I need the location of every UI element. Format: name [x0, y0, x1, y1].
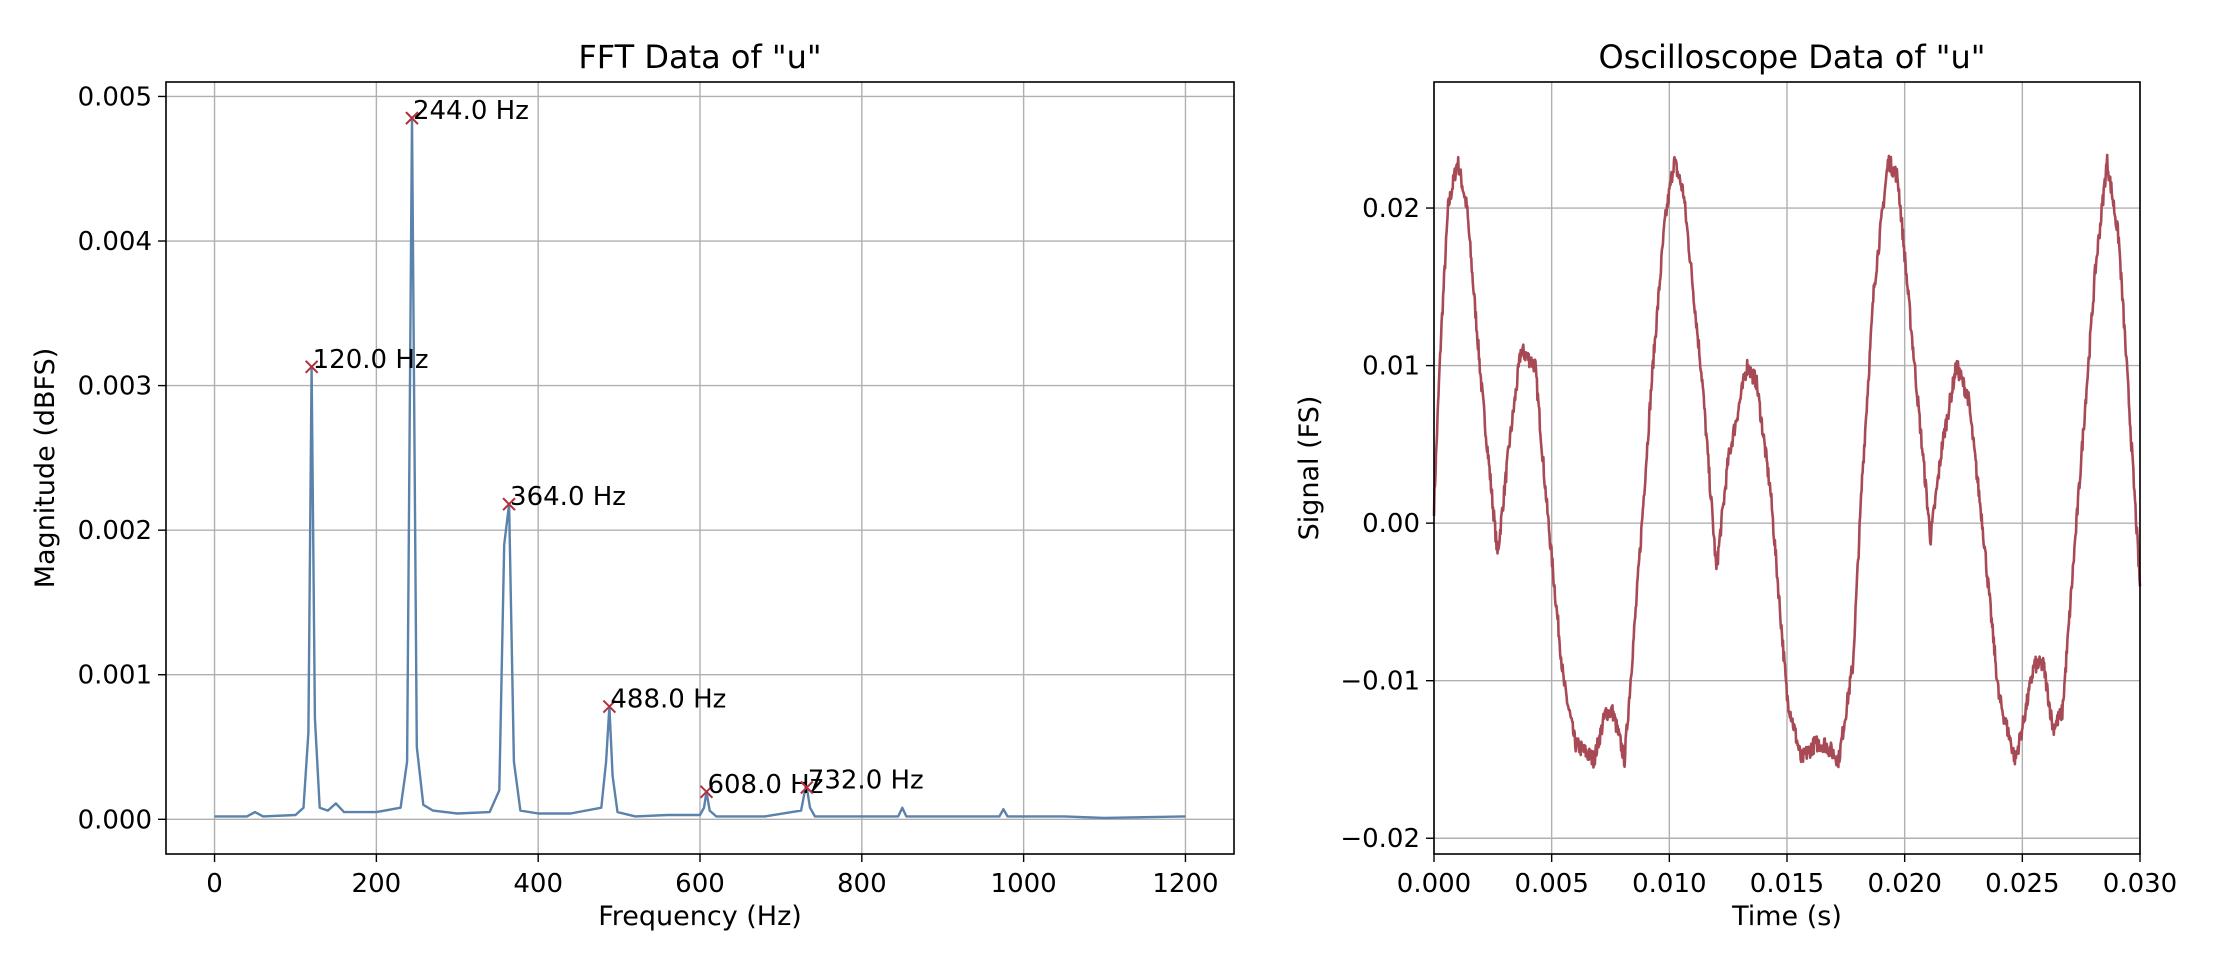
fft-x-tick-label: 0	[206, 869, 223, 899]
peak-marker	[405, 111, 419, 125]
fft-x-tick-label: 200	[352, 869, 402, 899]
fft-x-tick-label: 1200	[1152, 869, 1218, 899]
fft-x-axis-label: Frequency (Hz)	[598, 901, 802, 932]
fft-panel: FFT Data of "u" 120.0 Hz 244.0 Hz 364.0 Hz…	[30, 38, 1235, 932]
oscilloscope-y-tick-label: 0.01	[1362, 352, 1420, 382]
fft-y-axis-label: Magnitude (dBFS)	[30, 348, 61, 589]
fft-y-tick-label: 0.001	[78, 661, 152, 691]
oscilloscope-y-tick-label: −0.01	[1340, 667, 1420, 697]
oscilloscope-y-tick-label: −0.02	[1340, 824, 1420, 854]
fft-y-tick-label: 0.000	[78, 805, 152, 835]
oscilloscope-ticks: 0.000 0.005 0.010 0.015 0.020 0.025 0.030 −0.02…	[1340, 194, 2177, 899]
oscilloscope-chart-title: Oscilloscope Data of "u"	[1598, 38, 1985, 76]
fft-x-tick-label: 800	[837, 869, 887, 899]
fft-magnitude-line	[214, 116, 1186, 820]
oscilloscope-x-tick-label: 0.020	[1867, 869, 1941, 899]
peak-marker	[699, 785, 714, 799]
peak-marker	[502, 497, 516, 511]
peak-label: 608.0 Hz	[707, 770, 823, 800]
fft-ticks: 0 200 400 600 800 1000 1200 0.000 0.001 0.002 0.00…	[78, 82, 1219, 899]
fft-x-tick-label: 400	[513, 869, 563, 899]
fft-y-tick-label: 0.003	[78, 372, 152, 402]
oscilloscope-x-tick-label: 0.000	[1397, 869, 1471, 899]
oscilloscope-x-tick-label: 0.030	[2103, 869, 2177, 899]
oscilloscope-x-tick-label: 0.025	[1985, 869, 2059, 899]
fft-y-tick-label: 0.002	[78, 516, 152, 546]
oscilloscope-y-tick-label: 0.00	[1362, 509, 1420, 539]
fft-y-tick-label: 0.004	[78, 227, 152, 257]
peak-label: 120.0 Hz	[313, 345, 429, 375]
oscilloscope-x-axis-label: Time (s)	[1731, 901, 1842, 932]
peak-label: 364.0 Hz	[510, 482, 626, 512]
fft-y-tick-label: 0.005	[78, 82, 152, 112]
fft-grid	[166, 82, 1234, 854]
peak-marker	[304, 360, 319, 374]
fft-peak-markers: 120.0 Hz 244.0 Hz 364.0 Hz 488.0 Hz 608.0 Hz…	[304, 96, 924, 800]
oscilloscope-signal-line	[1432, 153, 2142, 769]
oscilloscope-panel: Oscilloscope Data of "u" 0.000 0.005 0.010…	[1294, 38, 2177, 932]
peak-label: 488.0 Hz	[610, 685, 726, 715]
peak-marker	[800, 780, 814, 795]
oscilloscope-y-axis-label: Signal (FS)	[1294, 396, 1325, 541]
peak-label: 732.0 Hz	[808, 765, 924, 795]
oscilloscope-y-tick-label: 0.02	[1362, 194, 1420, 224]
fft-x-tick-label: 600	[675, 869, 725, 899]
fft-x-tick-label: 1000	[991, 869, 1057, 899]
oscilloscope-grid	[1433, 82, 2141, 854]
fft-chart-title: FFT Data of "u"	[578, 38, 821, 76]
oscilloscope-x-tick-label: 0.010	[1632, 869, 1706, 899]
oscilloscope-x-tick-label: 0.015	[1750, 869, 1824, 899]
peak-label: 244.0 Hz	[413, 96, 529, 126]
peak-marker	[602, 699, 617, 714]
oscilloscope-x-tick-label: 0.005	[1514, 869, 1588, 899]
